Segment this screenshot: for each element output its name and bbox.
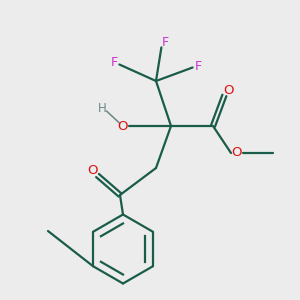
Text: O: O: [118, 119, 128, 133]
Text: F: F: [110, 56, 118, 70]
Text: F: F: [194, 59, 202, 73]
Text: H: H: [98, 101, 106, 115]
Text: O: O: [223, 83, 233, 97]
Text: O: O: [232, 146, 242, 160]
Text: F: F: [161, 35, 169, 49]
Text: O: O: [88, 164, 98, 178]
